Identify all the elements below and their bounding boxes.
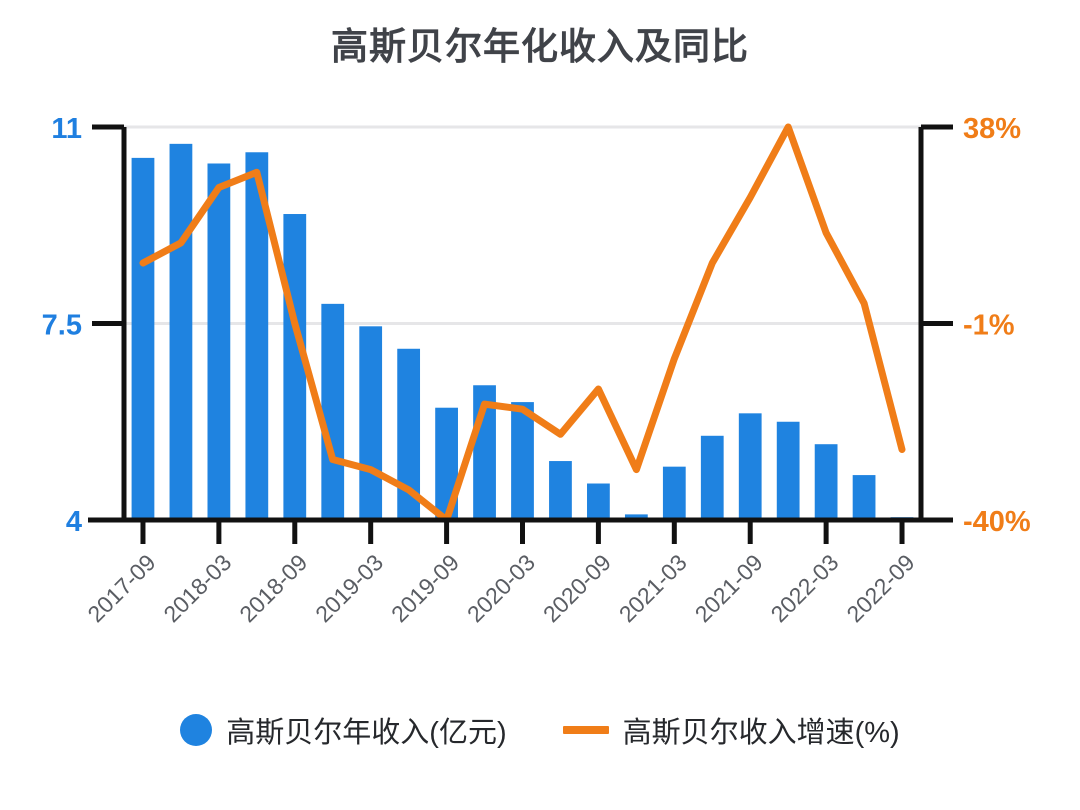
bar-series: [131, 143, 914, 521]
x-axis-tick-label: 2022-09: [841, 549, 919, 627]
x-axis-tick-label: 2022-03: [766, 549, 844, 627]
x-axis-tick-label: 2017-09: [82, 549, 160, 627]
x-axis-tick-label: 2020-03: [462, 549, 540, 627]
x-axis-tick-label: 2019-09: [386, 549, 464, 627]
bar[interactable]: [662, 466, 686, 520]
legend-item-revenue[interactable]: 高斯贝尔年收入(亿元): [180, 709, 507, 751]
bar[interactable]: [624, 514, 648, 520]
bar[interactable]: [359, 326, 383, 520]
bar[interactable]: [776, 421, 800, 520]
bar[interactable]: [738, 413, 762, 520]
x-axis-tick-label: 2020-09: [538, 549, 616, 627]
x-axis-tick-label: 2018-03: [158, 549, 236, 627]
left-axis-tick-label: 4: [66, 506, 82, 538]
x-axis-tick-label: 2021-09: [690, 549, 768, 627]
chart-legend: 高斯贝尔年收入(亿元) 高斯贝尔收入增速(%): [0, 690, 1080, 770]
left-axis-tick-label: 11: [51, 113, 82, 145]
bar[interactable]: [321, 303, 345, 520]
line-series: [139, 123, 906, 524]
chart-title: 高斯贝尔年化收入及同比: [331, 26, 749, 67]
bar[interactable]: [169, 143, 193, 521]
bar[interactable]: [397, 348, 421, 520]
bar[interactable]: [852, 475, 876, 520]
x-axis-tick-label: 2018-09: [234, 549, 312, 627]
legend-label-growth: 高斯贝尔收入增速(%): [622, 717, 900, 749]
x-axis-ticks: 2017-092018-032018-092019-032019-092020-…: [82, 520, 920, 627]
legend-label-revenue: 高斯贝尔年收入(亿元): [226, 717, 507, 749]
bar[interactable]: [207, 163, 231, 520]
bar[interactable]: [245, 152, 269, 520]
x-axis-tick-label: 2021-03: [614, 549, 692, 627]
x-axis-tick-label: 2019-03: [310, 549, 388, 627]
bar[interactable]: [131, 157, 155, 520]
legend-item-growth[interactable]: 高斯贝尔收入增速(%): [562, 709, 900, 751]
bar[interactable]: [700, 435, 724, 520]
bar[interactable]: [549, 461, 572, 520]
bar[interactable]: [587, 483, 610, 520]
left-axis-ticks: 4 7.5 11: [42, 113, 124, 538]
bar[interactable]: [283, 214, 307, 520]
bar[interactable]: [511, 402, 534, 520]
right-axis-tick-label: -1%: [963, 310, 1015, 342]
right-axis-tick-label: 38%: [963, 113, 1021, 145]
legend-dot-icon: [180, 714, 213, 746]
bar[interactable]: [814, 444, 838, 520]
right-axis-ticks: -40% -1% 38%: [921, 113, 1031, 538]
legend-line-icon: [562, 726, 609, 734]
right-axis-tick-label: -40%: [963, 506, 1031, 538]
left-axis-tick-label: 7.5: [42, 310, 82, 342]
